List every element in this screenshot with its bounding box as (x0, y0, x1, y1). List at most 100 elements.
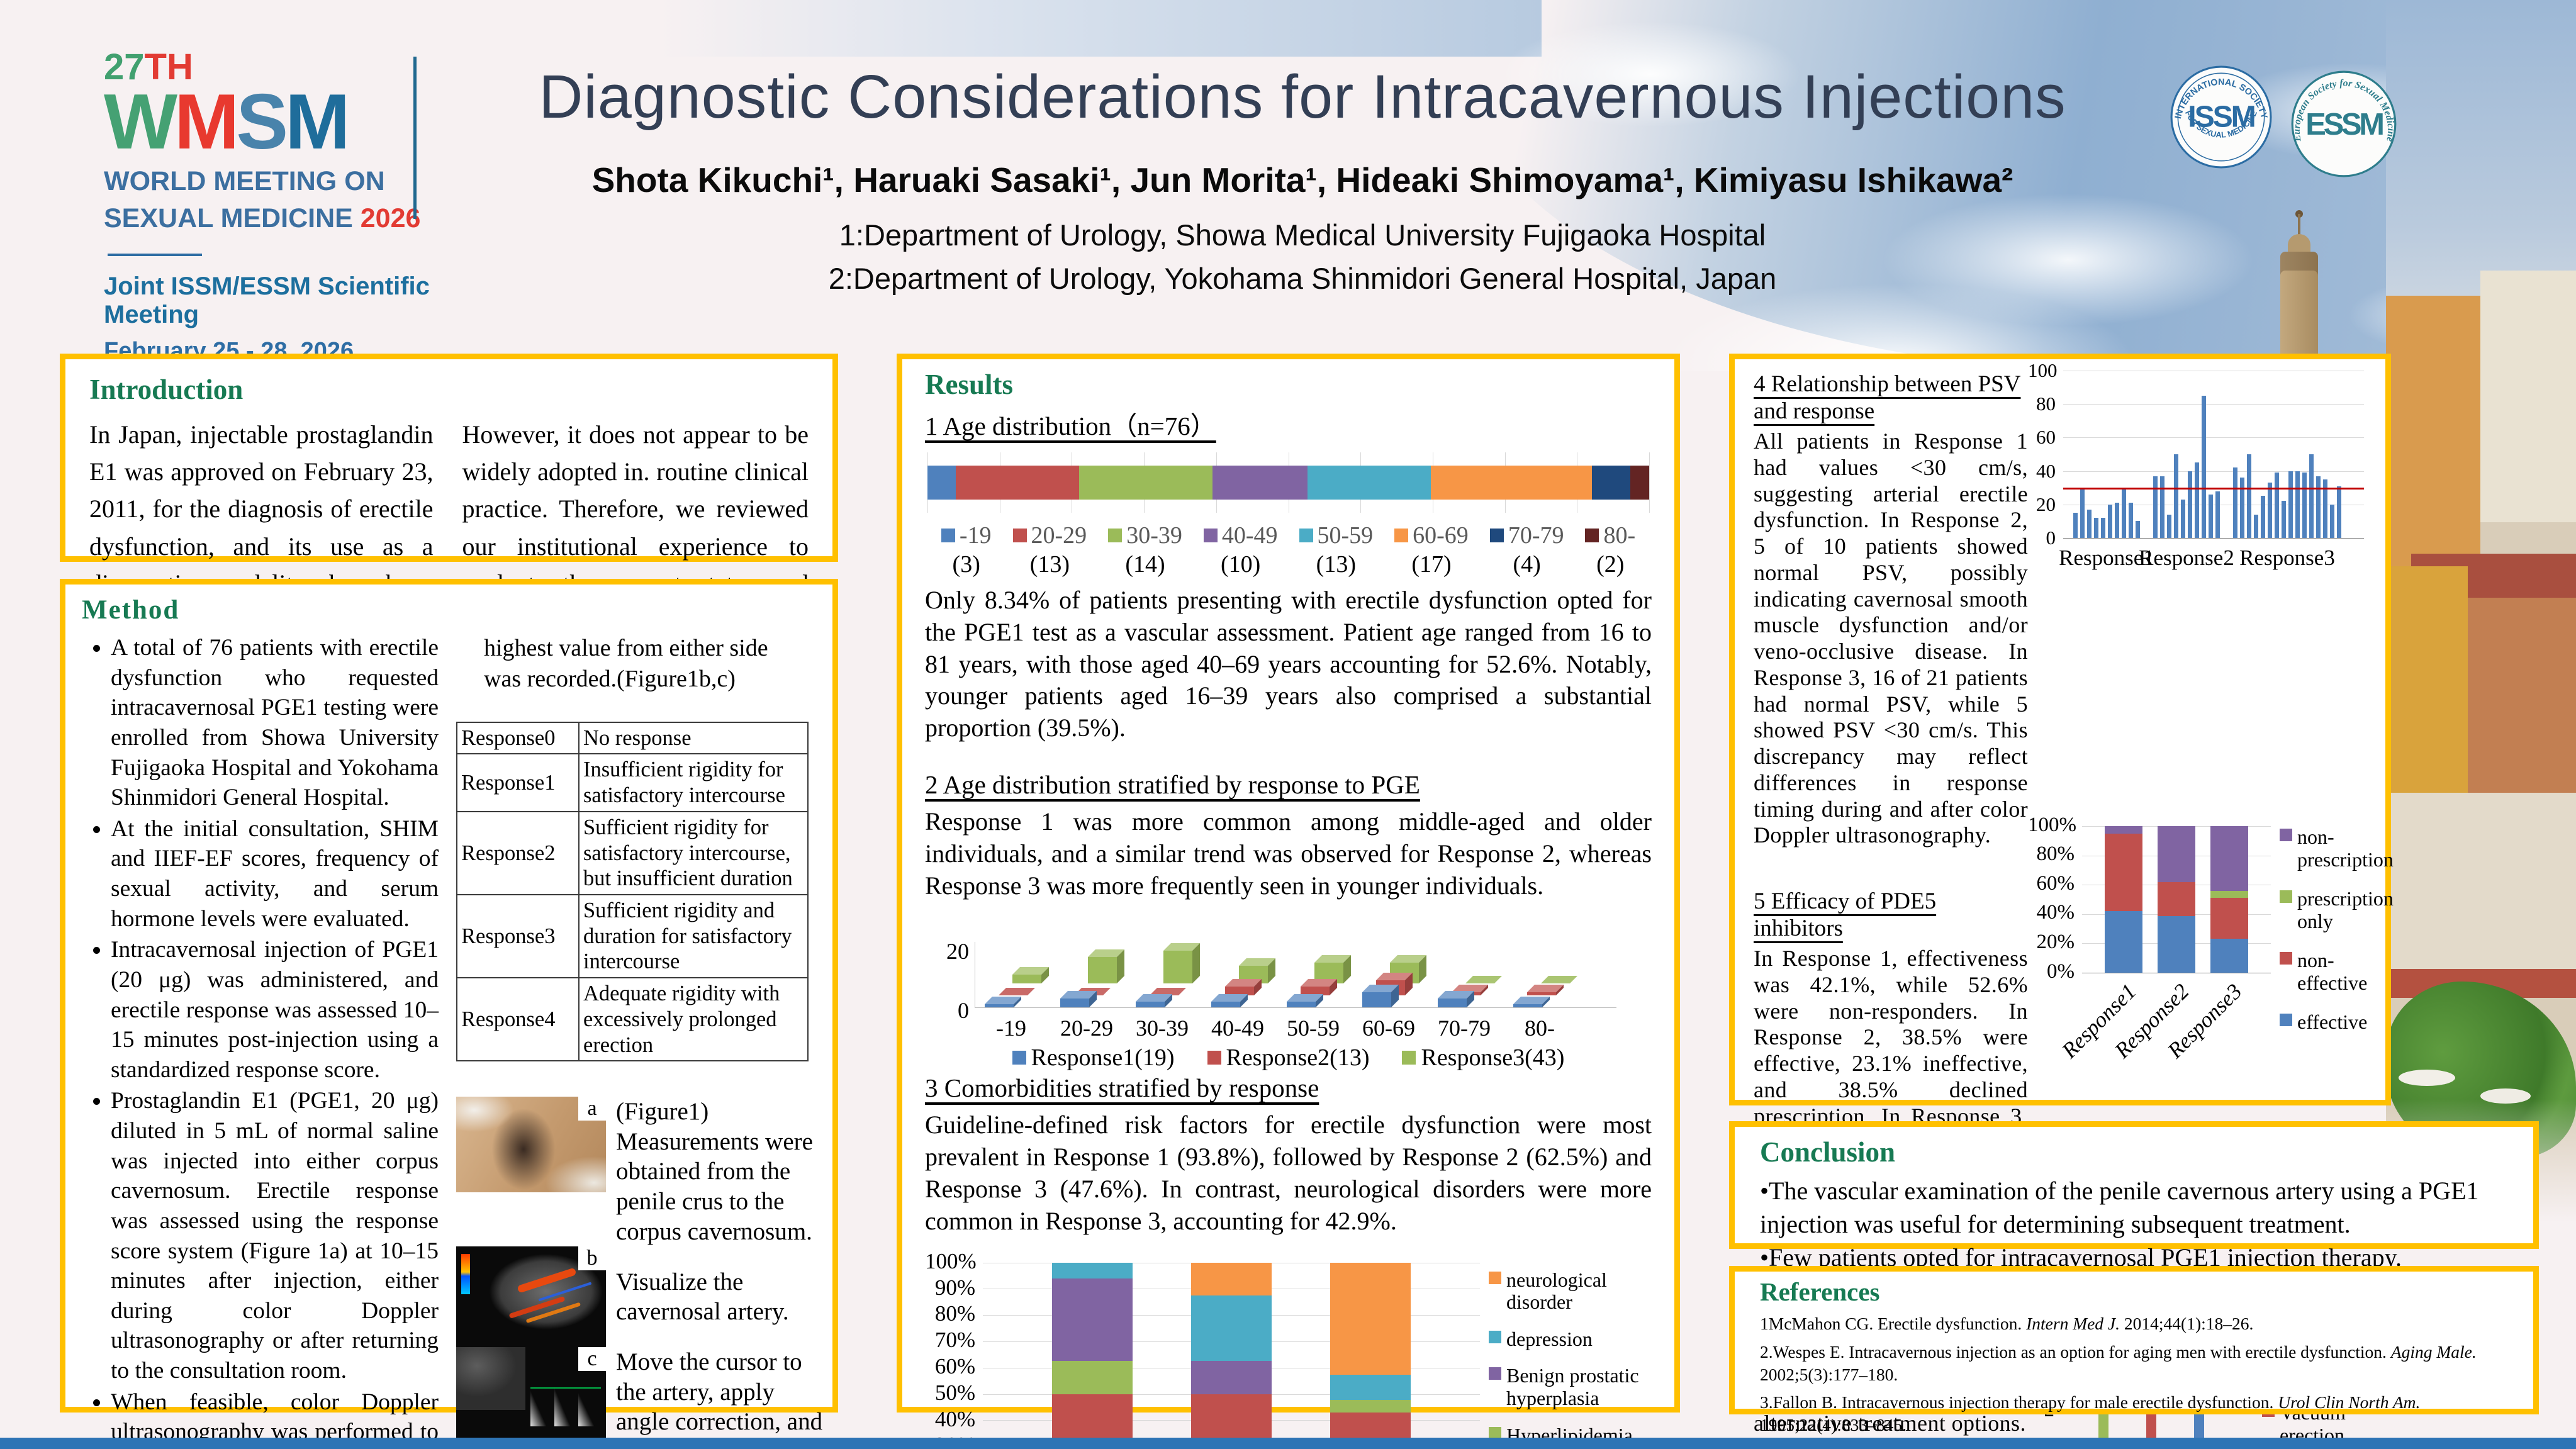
bar-segment--19 (927, 466, 956, 500)
stack100-chart: 0%10%20%30%40%50%60%70%80%90%100%Respons… (925, 1249, 1645, 1449)
legend-marker (2280, 1014, 2292, 1027)
psv-bar (2129, 503, 2133, 538)
psv-bar (2209, 495, 2213, 538)
stack-segment (2210, 938, 2248, 973)
legend-item: 60-69 (17) (1394, 522, 1469, 578)
results-panel: Results 1 Age distribution（n=76） -19 (3) 2… (897, 354, 1680, 1449)
response-label: Response1 (456, 753, 580, 812)
results-section3-text: Guideline-defined risk factors for erect… (925, 1111, 1652, 1235)
response-desc: Sufficient rigidity and duration for sat… (578, 893, 809, 979)
method-bullets: A total of 76 patients with erectile dys… (82, 633, 439, 1449)
figure1b-ultrasound: b (456, 1246, 606, 1348)
gridline (1649, 452, 1650, 513)
response-label: Response2 (456, 810, 580, 896)
stack-segment (2158, 826, 2195, 883)
reference-item: 3.Fallon B. Intracavernous injection the… (1760, 1391, 2508, 1436)
legend-marker (1489, 1330, 1501, 1343)
legend-label: 60-69 (1413, 522, 1469, 549)
reference-text: 3.Fallon B. Intracavernous injection the… (1760, 1392, 2278, 1413)
method-grid: A total of 76 patients with erectile dys… (82, 628, 822, 1449)
bar-3d-front (1060, 999, 1089, 1008)
legend-row: 20-29 (1012, 522, 1087, 549)
response-desc: Sufficient rigidity for satisfactory int… (578, 810, 809, 896)
psv-bar (2087, 510, 2092, 538)
svg-text:ISSM: ISSM (2188, 99, 2254, 133)
bar-3d-flat (1465, 976, 1502, 984)
essm-logo-icon: European Society for Sexual Medicine ESS… (2291, 70, 2397, 177)
bar-segment-30-39 (1079, 466, 1212, 500)
introduction-panel: Introduction In Japan, injectable prosta… (60, 354, 838, 672)
wmsm-logo: 27TH WMSM WORLD MEETING ON SEXUAL MEDICI… (104, 49, 456, 365)
legend-count: (13) (1029, 551, 1070, 578)
porto-photo-strip (2386, 0, 2576, 1244)
spacer (1754, 871, 2028, 888)
wmsm-rule (108, 253, 202, 256)
psv-bar (2337, 486, 2341, 538)
affiliation-2-text: Department of Urology, Yokohama Shinmido… (853, 262, 1777, 295)
bar-segment-80- (1630, 466, 1649, 500)
wmsm-letter: S (236, 79, 288, 165)
legend-count: (4) (1513, 551, 1541, 578)
psv-bar (2268, 483, 2272, 538)
stack-segment (2105, 834, 2142, 911)
legend-label: non-effective (2297, 949, 2368, 994)
y-tick-label: 50% (934, 1380, 975, 1405)
figure1c-label: c (578, 1347, 606, 1372)
response-table-row: Response2 Sufficient rigidity for satisfa… (456, 810, 809, 896)
bar-segment-60-69 (1430, 466, 1593, 500)
legend-item: Response3(43) (1402, 1044, 1564, 1071)
bar-segment-70-79 (1592, 466, 1630, 500)
legend-label: -19 (959, 522, 992, 549)
bar-3d-front (1163, 951, 1192, 984)
x-tick-label: 20-29 (1060, 1015, 1113, 1041)
method-bullet: A total of 76 patients with erectile dys… (111, 633, 439, 813)
journal-name: Intern Med J. (2026, 1314, 2120, 1333)
legend-row: 50-59 (1299, 522, 1373, 549)
stack-segment (2210, 890, 2248, 898)
reference-text: 2002;5(3):177–180. (1760, 1364, 1898, 1384)
psv-pde5-panel: 4 Relationship between PSV and response … (1729, 354, 2404, 1449)
legend-marker (1203, 529, 1218, 542)
bar-3d-front (1287, 1002, 1316, 1008)
chart-legend: Response1(19) Response2(13) Response3(43) (925, 1044, 1652, 1071)
legend-label: Response3(43) (1421, 1044, 1565, 1071)
bar-3d-front (1211, 1002, 1240, 1008)
reference-text: 1995;22(4):833–845. (1760, 1415, 1907, 1435)
results-heading: Results (925, 369, 1014, 400)
results-section3-title: 3 Comorbidities stratified by response (925, 1073, 1319, 1103)
psv-bar (2309, 454, 2314, 538)
stack-segment (2158, 916, 2195, 973)
section4-text: All patients in Response 1 had values <3… (1754, 428, 2028, 848)
stack-segment (1330, 1400, 1411, 1413)
psv-bar (2275, 473, 2279, 538)
psv-bar (2282, 501, 2286, 538)
wmsm-subtitle-1: WORLD MEETING ON (104, 165, 385, 196)
legend-label: effective (2297, 1010, 2368, 1034)
legend-label: Response1(19) (1031, 1044, 1175, 1071)
legend-marker (1402, 1051, 1416, 1065)
y-tick-label: 40 (2036, 459, 2056, 482)
legend-marker (1108, 529, 1123, 542)
affiliation-2: 2:Department of Urology, Yokohama Shinmi… (497, 261, 2108, 296)
reference-text: 2014;44(1):18–26. (2120, 1314, 2254, 1333)
legend-row: 40-49 (1203, 522, 1278, 549)
umbrella (2399, 1070, 2455, 1086)
issm-logo-icon: INTERNATIONAL SOCIETY FOR SEXUAL MEDICIN… (2170, 65, 2272, 169)
psv-chart: 0 20 40 60 80 100 Response1 Response2 Response3 (2028, 359, 2380, 597)
footer-bar (0, 1438, 2576, 1449)
legend-marker (2280, 952, 2292, 965)
bar-3d-front (1513, 1004, 1542, 1008)
x-tick-label: 30-39 (1136, 1015, 1189, 1041)
psv-bar (2101, 518, 2105, 538)
legend-item: depression (1489, 1328, 1645, 1351)
results-section1-text: Only 8.34% of patients presenting with e… (925, 586, 1652, 742)
issm-logo: INTERNATIONAL SOCIETY FOR SEXUAL MEDICIN… (2170, 65, 2273, 172)
legend-label: 70-79 (1508, 522, 1564, 549)
wmsm-letter: M (174, 79, 239, 165)
method-continuation: highest value from either side was recor… (484, 635, 768, 693)
wmsm-subtitle-2-text: SEXUAL MEDICINE (104, 203, 361, 234)
y-tick-label: 0 (2046, 527, 2056, 549)
response-table: Response0 No response Response1 Insufficien… (456, 721, 809, 1062)
gridline (2063, 437, 2364, 439)
